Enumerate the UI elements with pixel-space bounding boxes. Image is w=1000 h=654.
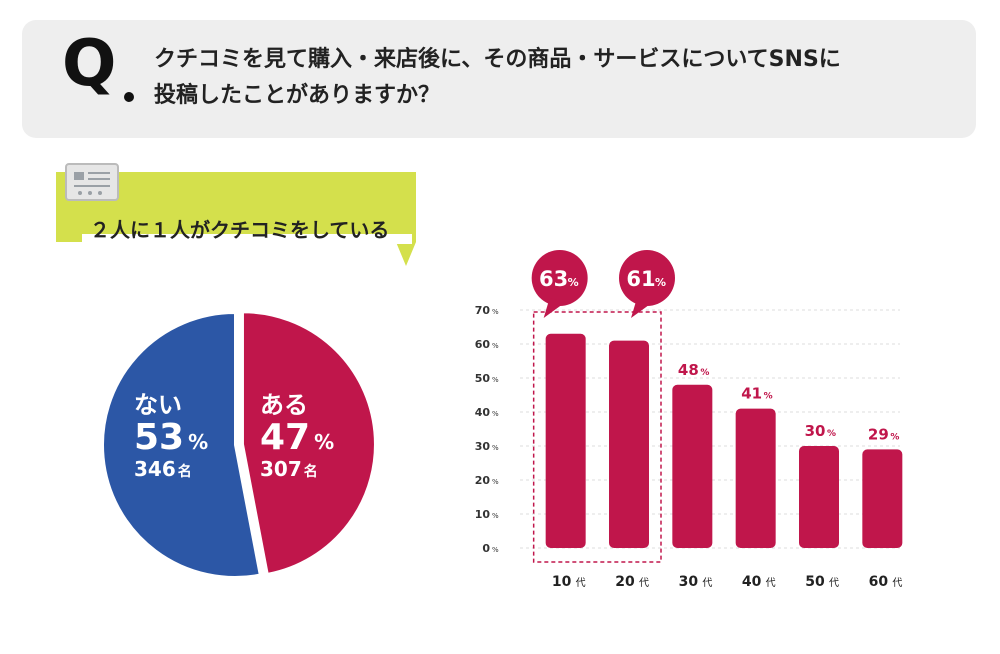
x-tick-label: 40	[742, 574, 762, 590]
bar-20代	[609, 340, 649, 548]
value-bubble	[531, 250, 588, 306]
pie-chart: ある 47% 307 名 ない 53% 346 名	[90, 300, 380, 594]
data-label: 48	[678, 361, 699, 379]
bar-30代	[672, 384, 713, 548]
x-tick-label: 50	[805, 574, 825, 590]
document-icon	[65, 163, 119, 201]
value-bubble-tail	[543, 298, 566, 318]
x-tick-suffix: 代	[892, 577, 902, 589]
x-tick-suffix: 代	[702, 577, 712, 589]
y-tick-unit: %	[492, 308, 499, 316]
question-mark-letter: Q	[62, 27, 117, 101]
y-tick-unit: %	[492, 444, 499, 452]
y-tick-unit: %	[492, 410, 499, 418]
bar-chart: 0 %10 %20 %30 %40 %50 %60 %70 %10 代63 %20 代61 %30 代48…	[475, 250, 903, 590]
pie-label-no-percent: 53%	[134, 417, 209, 459]
bar-50代	[799, 446, 839, 548]
banner-background	[56, 172, 416, 266]
y-tick-unit: %	[492, 376, 499, 384]
pie-label-yes-count: 307 名	[260, 456, 318, 481]
question-line-2: 投稿したことがありますか？	[154, 83, 441, 108]
data-label: 61	[626, 267, 655, 291]
data-label: 29	[868, 425, 889, 443]
pie-label-yes: ある 47% 307 名	[260, 392, 334, 480]
x-tick-suffix: 代	[639, 577, 649, 589]
question-text: クチコミを見て購入・来店後に、その商品・サービスについてSNSに 投稿したことが…	[154, 42, 954, 114]
bar-10代	[545, 333, 586, 548]
bar-60代	[862, 449, 903, 548]
y-tick-label: 0	[482, 542, 490, 555]
banner-underline	[82, 234, 412, 244]
y-tick-label: 30	[475, 440, 491, 453]
pie-slice-no	[102, 311, 261, 578]
y-tick-label: 60	[475, 338, 491, 351]
y-tick-label: 40	[475, 406, 491, 419]
data-label-unit: %	[764, 392, 773, 402]
x-tick-label: 60	[869, 574, 889, 590]
data-label: 63	[539, 267, 568, 291]
data-label-unit: %	[655, 276, 666, 289]
summary-banner: ２人に１人がクチコミをしている	[56, 172, 416, 266]
x-tick-label: 20	[615, 574, 635, 590]
value-bubble-tail	[631, 298, 653, 318]
x-tick-suffix: 代	[576, 577, 586, 589]
pie-label-no-count: 346 名	[134, 456, 192, 481]
y-tick-unit: %	[492, 342, 499, 350]
pie-slice-yes	[241, 311, 376, 576]
y-tick-label: 70	[475, 304, 491, 317]
data-label-unit: %	[827, 429, 836, 439]
y-tick-label: 50	[475, 372, 491, 385]
y-tick-label: 20	[475, 474, 491, 487]
data-label-unit: %	[890, 432, 899, 442]
y-tick-unit: %	[492, 546, 499, 554]
y-tick-label: 10	[475, 508, 491, 521]
data-label: 41	[741, 385, 762, 403]
x-tick-label: 10	[552, 574, 572, 590]
y-tick-unit: %	[492, 478, 499, 486]
question-box	[22, 20, 976, 138]
x-tick-suffix: 代	[766, 577, 776, 589]
pie-label-no: ない 53% 346 名	[134, 392, 208, 480]
bar-40代	[735, 408, 776, 548]
x-tick-suffix: 代	[829, 577, 839, 589]
pie-label-yes-percent: 47%	[260, 417, 335, 459]
y-tick-unit: %	[492, 512, 499, 520]
value-bubble	[619, 250, 675, 306]
pie-chart-svg	[102, 311, 376, 578]
data-label-unit: %	[700, 368, 709, 378]
pie-label-no-word: ない	[134, 391, 182, 419]
highlight-box	[532, 311, 662, 563]
x-tick-label: 30	[679, 574, 699, 590]
data-label: 30	[805, 422, 826, 440]
pie-label-yes-word: ある	[260, 391, 308, 419]
data-label-unit: %	[568, 276, 579, 289]
banner-text: ２人に１人がクチコミをしている	[90, 218, 390, 242]
question-dot	[124, 92, 134, 102]
question-line-1: クチコミを見て購入・来店後に、その商品・サービスについてSNSに	[154, 47, 841, 72]
